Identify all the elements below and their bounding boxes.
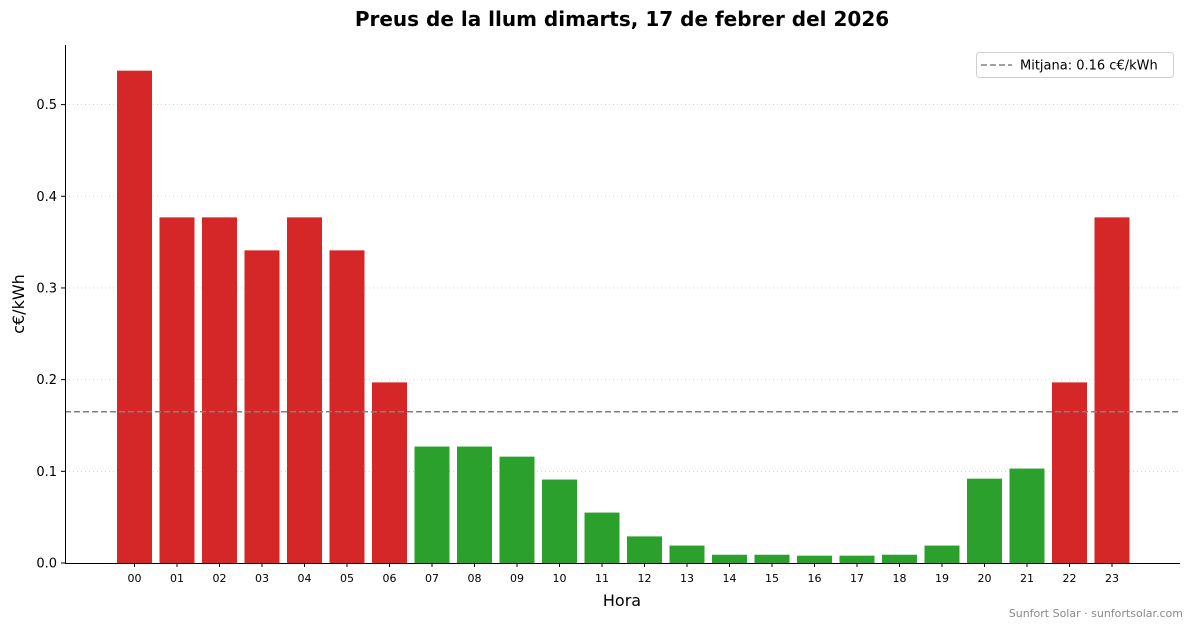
watermark: Sunfort Solar · sunfortsolar.com — [1009, 607, 1183, 620]
bar-10 — [542, 479, 577, 563]
x-tick-label: 17 — [850, 572, 864, 585]
bar-18 — [882, 554, 917, 563]
bar-17 — [839, 555, 875, 563]
bar-06 — [372, 382, 407, 563]
bar-19 — [924, 545, 960, 563]
legend-label: Mitjana: 0.16 c€/kWh — [1020, 59, 1158, 74]
bar-04 — [287, 217, 322, 563]
x-tick-label: 04 — [298, 572, 312, 585]
x-tick-label: 21 — [1020, 572, 1034, 585]
x-tick-label: 22 — [1063, 572, 1077, 585]
x-axis-ticks: 00 01 02 03 04 05 06 07 08 09 10 11 12 13 14 15 16 17 18 19… — [128, 563, 1119, 585]
bar-22 — [1052, 382, 1087, 563]
x-tick-label: 19 — [935, 572, 949, 585]
x-tick-label: 11 — [595, 572, 609, 585]
bar-23 — [1094, 217, 1130, 563]
x-tick-label: 05 — [340, 572, 354, 585]
x-tick-label: 20 — [978, 572, 992, 585]
bar-14 — [712, 554, 747, 563]
bar-15 — [754, 554, 790, 563]
bar-05 — [329, 250, 365, 563]
y-tick-label: 0.4 — [36, 190, 57, 205]
bar-00 — [117, 70, 152, 563]
bar-07 — [414, 446, 450, 563]
y-tick-label: 0.3 — [36, 281, 57, 296]
bar-11 — [584, 512, 620, 563]
x-tick-label: 15 — [765, 572, 779, 585]
bar-16 — [797, 555, 832, 563]
x-axis-label: Hora — [603, 591, 641, 610]
x-tick-label: 02 — [213, 572, 227, 585]
y-tick-label: 0.1 — [36, 465, 57, 480]
y-axis-ticks: 0.0 0.1 0.2 0.3 0.4 0.5 — [36, 98, 65, 572]
bar-02 — [202, 217, 237, 563]
bar-09 — [499, 456, 535, 563]
bar-13 — [669, 545, 705, 563]
bars — [117, 70, 1130, 563]
x-tick-label: 10 — [553, 572, 567, 585]
x-tick-label: 13 — [680, 572, 694, 585]
x-tick-label: 14 — [723, 572, 737, 585]
bar-08 — [457, 446, 492, 563]
x-tick-label: 07 — [425, 572, 439, 585]
x-tick-label: 09 — [510, 572, 524, 585]
x-tick-label: 01 — [170, 572, 184, 585]
bar-03 — [244, 250, 280, 563]
bar-20 — [967, 478, 1002, 563]
x-tick-label: 00 — [128, 572, 142, 585]
chart-title: Preus de la llum dimarts, 17 de febrer d… — [355, 7, 889, 31]
x-tick-label: 03 — [255, 572, 269, 585]
bar-01 — [159, 217, 195, 563]
y-tick-label: 0.2 — [36, 373, 57, 388]
x-tick-label: 16 — [808, 572, 822, 585]
legend: Mitjana: 0.16 c€/kWh — [976, 52, 1174, 78]
legend-frame — [976, 52, 1174, 78]
y-tick-label: 0.0 — [36, 557, 57, 572]
bar-21 — [1009, 468, 1045, 563]
x-tick-label: 12 — [638, 572, 652, 585]
x-tick-label: 23 — [1105, 572, 1119, 585]
x-tick-label: 18 — [893, 572, 907, 585]
y-tick-label: 0.5 — [36, 98, 57, 113]
bar-12 — [627, 536, 662, 563]
y-axis-label: c€/kWh — [9, 274, 28, 334]
x-tick-label: 08 — [468, 572, 482, 585]
x-tick-label: 06 — [383, 572, 397, 585]
